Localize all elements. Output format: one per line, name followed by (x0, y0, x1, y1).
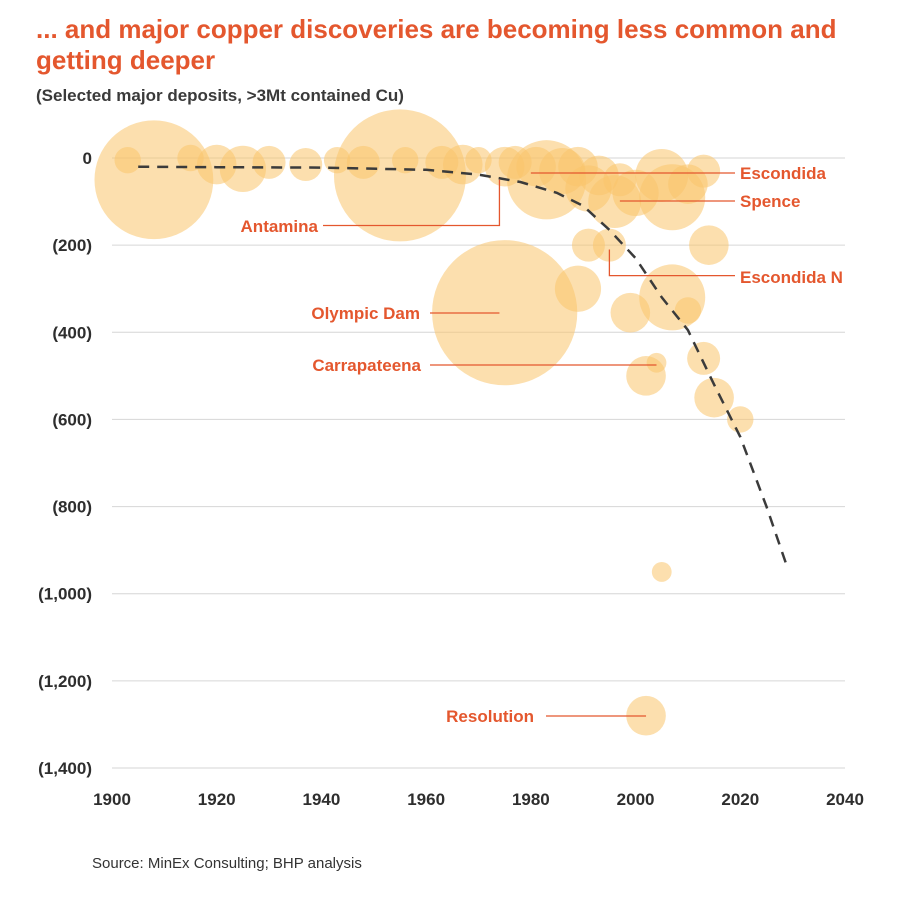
annotation-leader (608, 249, 735, 277)
deposit-bubble (114, 146, 141, 174)
deposit-bubble (432, 240, 578, 386)
annotation-labels: Escondida Spence Antamina Escondida N Olympi… (241, 164, 843, 726)
deposit-bubble (727, 406, 754, 433)
annotation-leaders (323, 172, 735, 717)
deposit-bubble (687, 154, 721, 188)
y-tick-label: (1,400) (38, 759, 92, 778)
annotation-label: Antamina (241, 217, 319, 236)
deposit-bubble (392, 146, 419, 174)
deposit-bubble (94, 120, 214, 240)
x-tick-label: 2000 (617, 790, 655, 809)
deposit-bubble (252, 145, 286, 179)
x-tick-label: 1980 (512, 790, 550, 809)
annotation-label: Spence (740, 192, 800, 211)
deposit-bubble (651, 562, 672, 582)
y-tick-label: (600) (52, 410, 92, 429)
x-tick-label: 2040 (826, 790, 864, 809)
y-tick-label: (400) (52, 323, 92, 342)
bubbles (94, 109, 754, 736)
annotation-label: Resolution (446, 707, 534, 726)
trend-line (138, 165, 789, 569)
source-note: Source: MinEx Consulting; BHP analysis (92, 855, 362, 872)
trend-curve (138, 165, 789, 569)
deposit-bubble (689, 225, 729, 265)
deposit-bubble (554, 265, 602, 312)
deposit-bubble (694, 377, 734, 418)
deposit-bubble (687, 341, 721, 375)
annotation-label: Carrapateena (312, 356, 421, 375)
annotation-label: Olympic Dam (311, 304, 420, 323)
x-tick-label: 1900 (93, 790, 131, 809)
chart-title: ... and major copper discoveries are bec… (36, 14, 837, 75)
x-tick-label: 2020 (721, 790, 759, 809)
deposit-bubble (333, 109, 466, 242)
y-tick-label: (200) (52, 236, 92, 255)
y-axis-ticks: 0 (200) (400) (600) (800) (1,000) (1,200) (1,40… (38, 149, 92, 778)
x-tick-label: 1940 (303, 790, 341, 809)
chart-subtitle: (Selected major deposits, >3Mt contained… (36, 86, 404, 105)
x-tick-label: 1960 (407, 790, 445, 809)
x-tick-label: 1920 (198, 790, 236, 809)
deposit-bubble (674, 297, 702, 324)
deposit-bubble (592, 228, 626, 262)
y-tick-label: (1,000) (38, 585, 92, 604)
y-tick-label: 0 (83, 149, 92, 168)
y-tick-label: (1,200) (38, 672, 92, 691)
y-tick-label: (800) (52, 498, 92, 517)
deposit-bubble (646, 352, 667, 373)
annotation-label: Escondida N (740, 268, 843, 287)
annotation-label: Escondida (740, 164, 827, 183)
annotation-leader (323, 179, 501, 227)
x-axis-ticks: 1900 1920 1940 1960 1980 2000 2020 2040 (93, 790, 864, 809)
deposit-bubble (289, 148, 323, 182)
